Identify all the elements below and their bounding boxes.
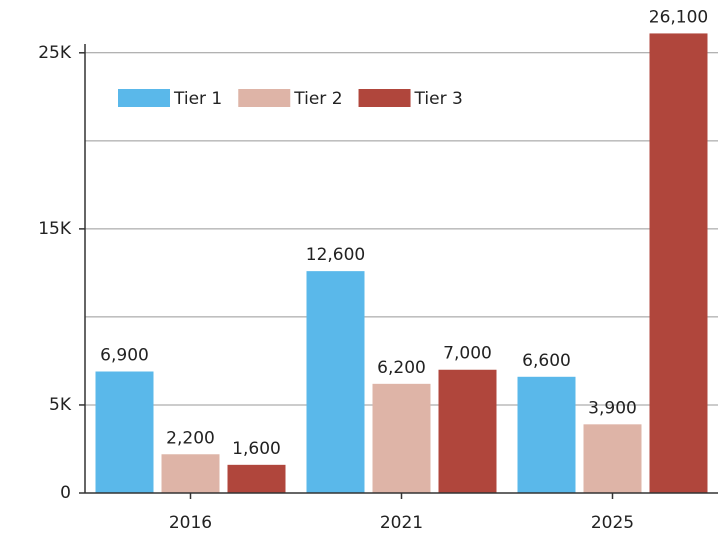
y-tick-label: 0	[60, 483, 71, 503]
bar	[438, 369, 497, 493]
legend-swatch	[238, 89, 291, 107]
value-label: 1,600	[232, 439, 281, 459]
bar	[227, 464, 286, 493]
x-tick-label: 2021	[380, 513, 423, 533]
legend-label: Tier 3	[414, 89, 463, 109]
value-label: 3,900	[588, 398, 637, 418]
legend-label: Tier 1	[173, 89, 222, 109]
value-label: 26,100	[649, 7, 708, 27]
value-label: 6,900	[100, 346, 149, 366]
bar	[649, 33, 708, 493]
value-label: 2,200	[166, 428, 215, 448]
y-tick-label: 5K	[49, 395, 72, 415]
bar	[372, 383, 431, 493]
legend-swatch	[358, 89, 411, 107]
bar	[306, 271, 365, 493]
bar	[161, 454, 220, 493]
value-label: 6,600	[522, 351, 571, 371]
bar	[95, 371, 154, 493]
value-label: 6,200	[377, 358, 426, 378]
y-tick-label: 25K	[38, 43, 72, 63]
x-tick-label: 2016	[169, 513, 212, 533]
bar	[517, 376, 576, 493]
legend-label: Tier 2	[293, 89, 342, 109]
legend-swatch	[118, 89, 170, 107]
x-tick-label: 2025	[591, 513, 634, 533]
bar	[583, 424, 642, 493]
value-label: 7,000	[443, 344, 492, 364]
y-tick-label: 15K	[38, 219, 72, 239]
value-label: 12,600	[306, 245, 365, 265]
